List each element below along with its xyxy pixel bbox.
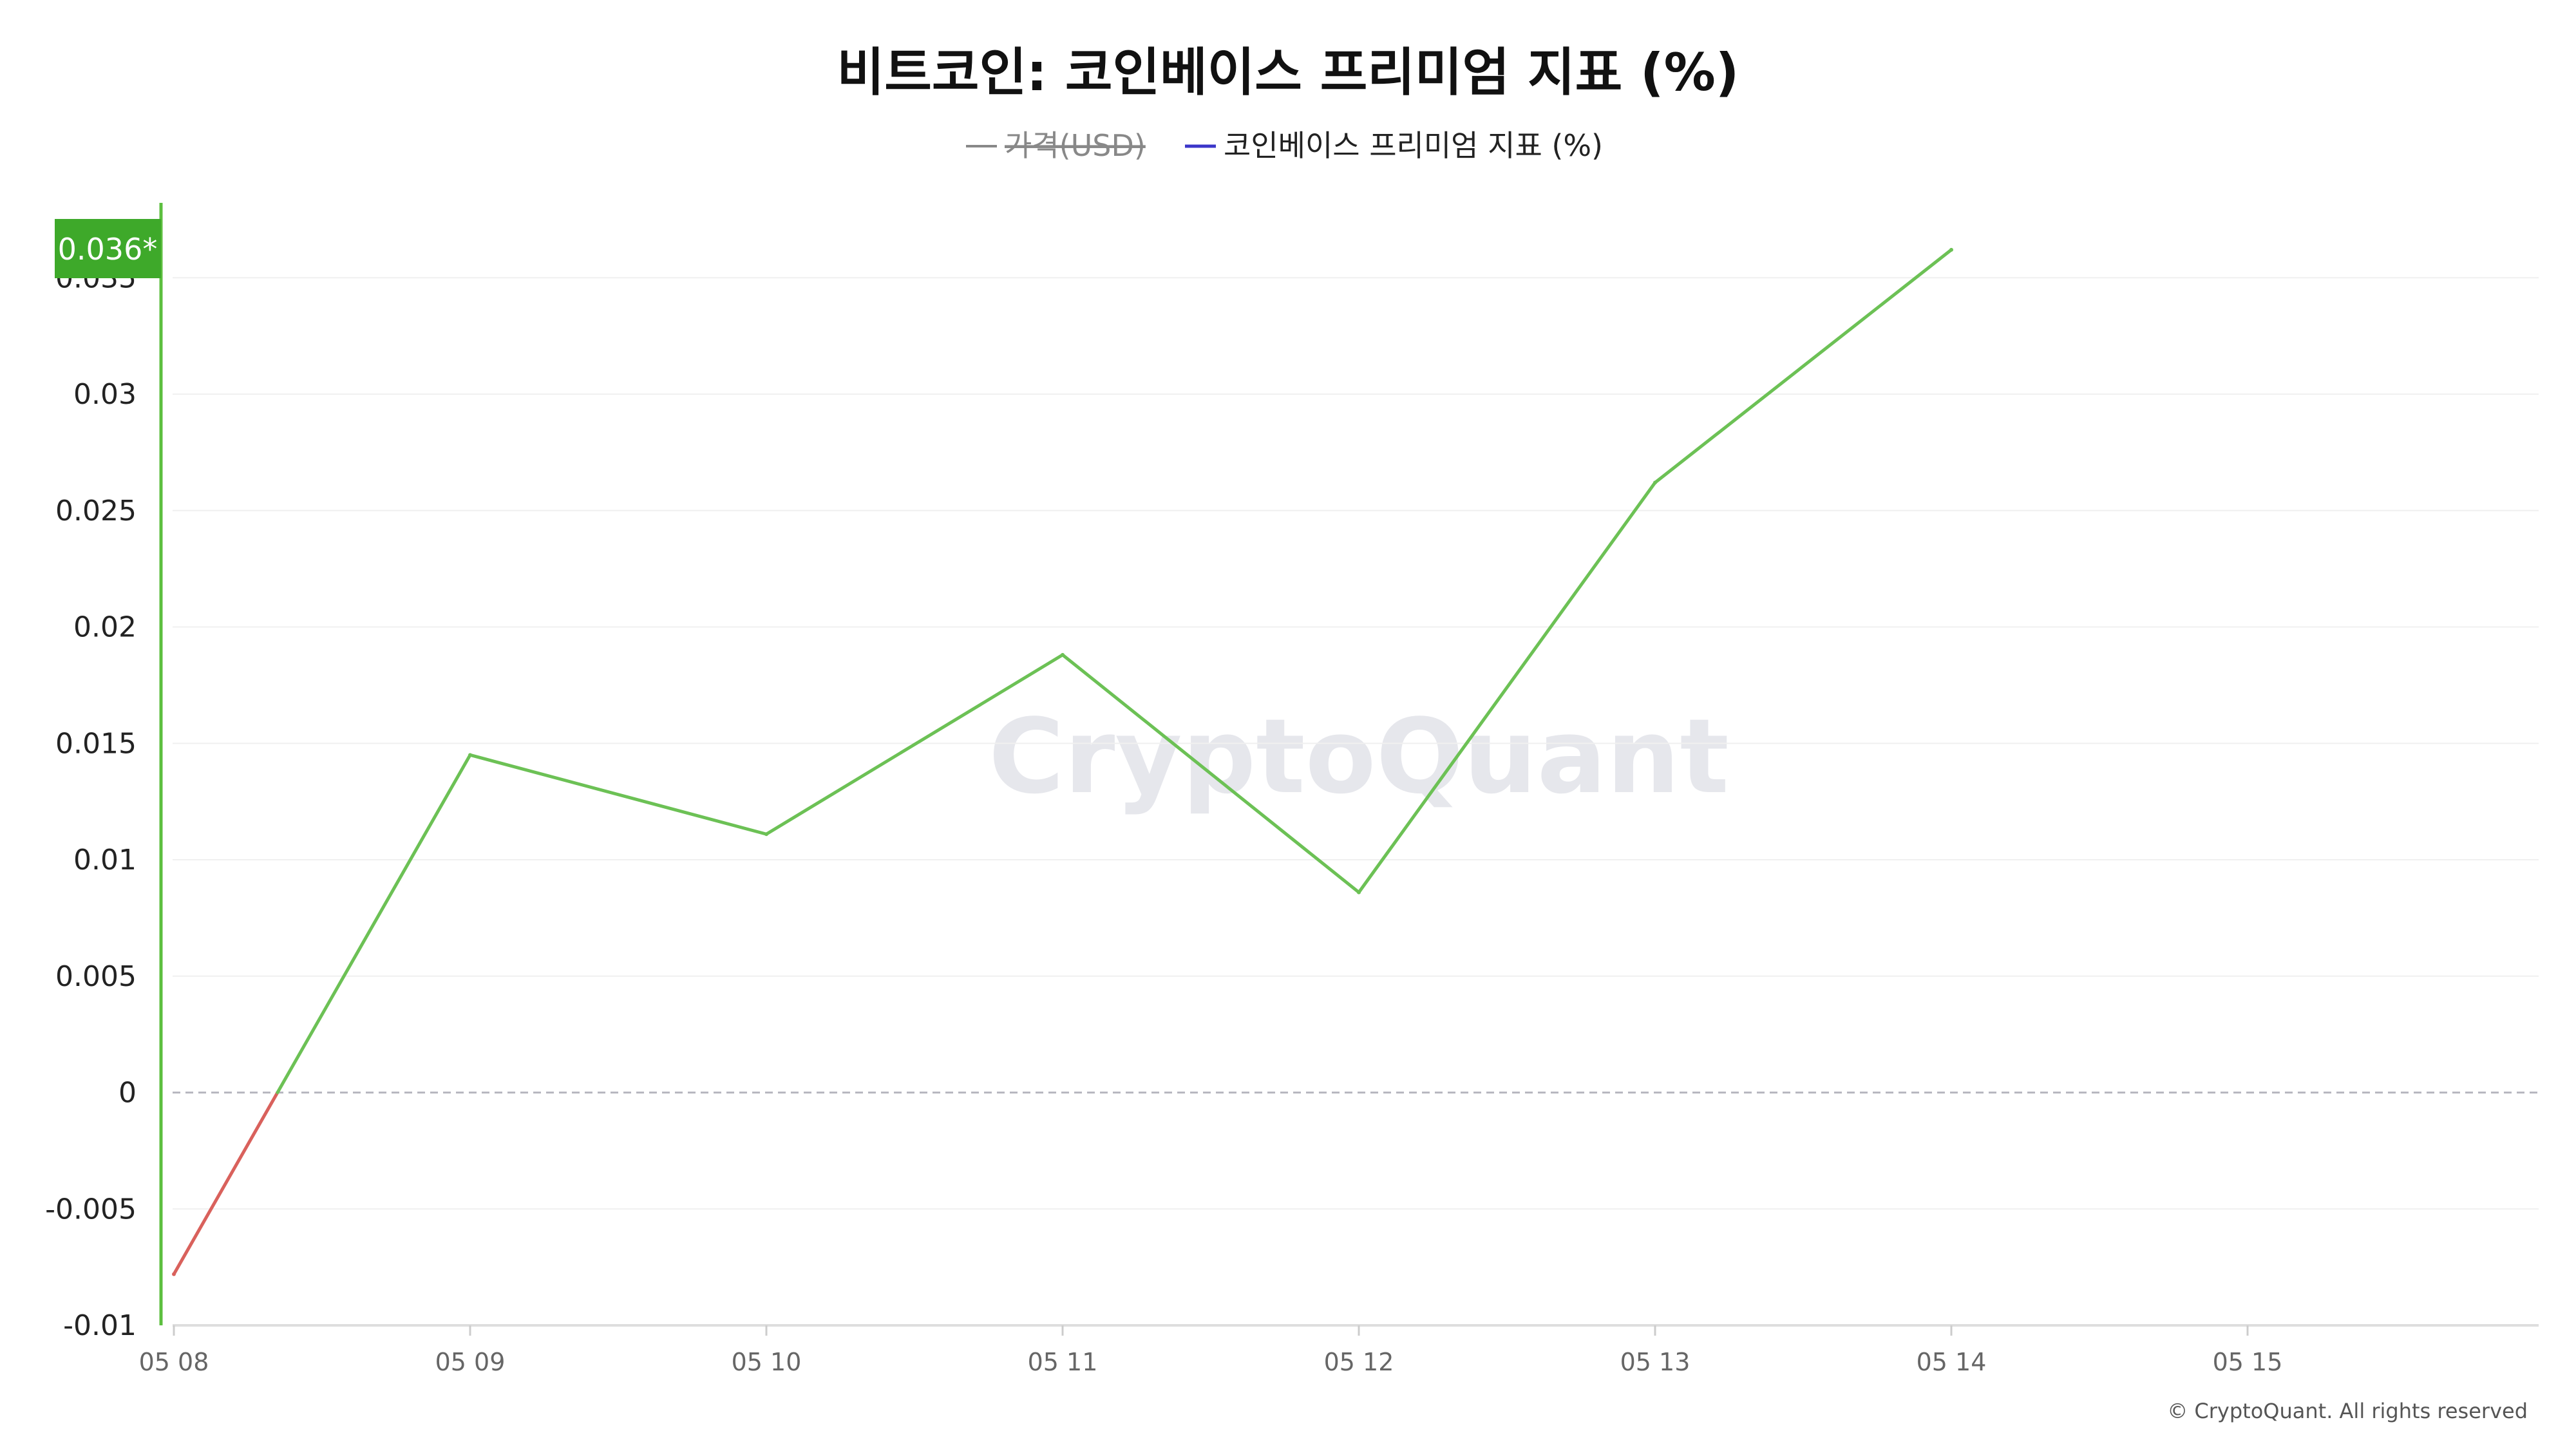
series-segment: [764, 653, 1065, 836]
x-tick-labels: 05 08 05 09 05 10 05 11 05 12 05 13 05 14 05 15: [139, 1325, 2283, 1376]
series-point: [468, 753, 472, 757]
series-point: [764, 832, 768, 837]
series-point: [1653, 480, 1657, 485]
chart-title: 비트코인: 코인베이스 프리미엄 지표 (%): [837, 43, 1739, 102]
copyright: © CryptoQuant. All rights reserved: [2167, 1399, 2528, 1423]
grid: [173, 277, 2539, 1210]
y-tick-label: 0.015: [55, 727, 137, 760]
series-point: [172, 1272, 176, 1276]
legend[interactable]: 가격(USD) 코인베이스 프리미엄 지표 (%): [966, 128, 1603, 163]
y-tick-labels: -0.01-0.00500.0050.010.0150.020.0250.030…: [45, 261, 137, 1342]
legend-premium-label[interactable]: 코인베이스 프리미엄 지표 (%): [1224, 128, 1603, 163]
series-segment: [276, 753, 472, 1094]
series-segment: [468, 753, 768, 836]
current-value-badge: 0.036*: [55, 219, 161, 278]
series-point: [1061, 652, 1065, 657]
y-tick-label: 0: [118, 1077, 137, 1110]
series-segment: [1061, 653, 1361, 895]
y-tick-label: 0.01: [73, 844, 137, 876]
y-tick-label: 0.025: [55, 495, 137, 527]
y-tick-label: 0.005: [55, 960, 137, 993]
x-tick-label: 05 08: [139, 1348, 209, 1376]
y-tick-label: -0.01: [63, 1309, 137, 1342]
y-tick-label: 0.02: [73, 611, 137, 644]
current-value-label: 0.036*: [58, 232, 158, 267]
watermark: CryptoQuant: [989, 696, 1729, 817]
y-tick-label: -0.005: [45, 1193, 137, 1226]
series-point: [1357, 890, 1361, 895]
x-tick-label: 05 13: [1620, 1348, 1690, 1376]
x-tick-label: 05 14: [1917, 1348, 1987, 1376]
y-tick-label: 0.03: [73, 378, 137, 411]
x-tick-label: 05 12: [1324, 1348, 1394, 1376]
series-segment: [1357, 480, 1657, 895]
x-tick-label: 05 15: [2213, 1348, 2283, 1376]
series-segment: [1653, 248, 1953, 484]
series-segment: [172, 1091, 279, 1276]
series-coinbase-premium: [172, 247, 1953, 1276]
current-value-badge-bg: [55, 219, 161, 278]
x-tick-label: 05 09: [435, 1348, 506, 1376]
legend-price-label[interactable]: 가격(USD): [1005, 128, 1146, 163]
x-tick-label: 05 11: [1028, 1348, 1098, 1376]
x-tick-label: 05 10: [732, 1348, 802, 1376]
series-point: [1949, 247, 1953, 252]
